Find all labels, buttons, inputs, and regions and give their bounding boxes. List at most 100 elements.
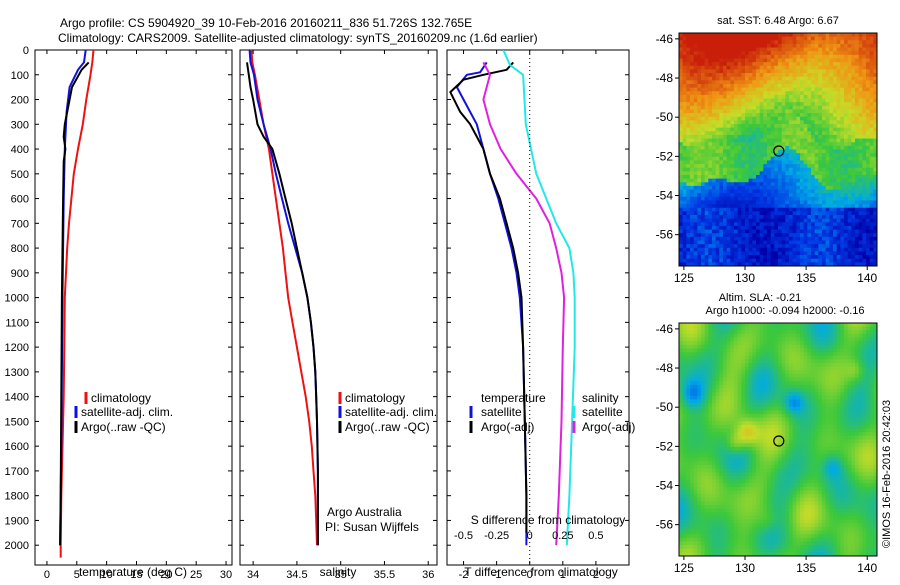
map-cell — [804, 139, 808, 143]
map-cell — [708, 389, 712, 393]
map-cell — [723, 381, 727, 385]
map-cell — [862, 37, 866, 41]
map-cell — [793, 244, 797, 248]
map-cell — [855, 106, 859, 110]
map-cell — [734, 381, 738, 385]
map-cell — [723, 58, 727, 62]
legend-label-climatology: climatology — [91, 391, 151, 405]
map-cell — [686, 367, 690, 371]
map-cell — [767, 186, 771, 190]
map-cell — [712, 211, 716, 215]
map-cell — [738, 215, 742, 219]
map-cell — [778, 385, 782, 389]
map-cell — [697, 363, 701, 367]
map-cell — [708, 109, 712, 113]
map-cell — [716, 175, 720, 179]
map-cell — [833, 251, 837, 255]
map-cell — [811, 345, 815, 349]
map-cell — [734, 128, 738, 132]
map-cell — [708, 66, 712, 70]
map-cell — [800, 146, 804, 150]
map-cell — [771, 88, 775, 92]
map-cell — [855, 345, 859, 349]
map-cell — [774, 226, 778, 230]
map-cell — [749, 179, 753, 183]
map-cell — [815, 109, 819, 113]
map-cell — [716, 80, 720, 84]
map-cell — [866, 117, 870, 121]
map-cell — [738, 230, 742, 234]
map-cell — [840, 367, 844, 371]
map-cell — [774, 208, 778, 212]
map-cell — [815, 341, 819, 345]
map-cell — [705, 164, 709, 168]
map-cell — [862, 66, 866, 70]
map-cell — [837, 363, 841, 367]
map-cell — [723, 200, 727, 204]
map-cell — [745, 66, 749, 70]
map-cell — [870, 222, 874, 226]
map-cell — [862, 91, 866, 95]
map-cell — [778, 120, 782, 124]
x-tick-label: 34.5 — [286, 569, 307, 580]
map-cell — [712, 131, 716, 135]
map-cell — [778, 341, 782, 345]
map-cell — [829, 153, 833, 157]
map-cell — [851, 219, 855, 223]
map-cell — [774, 150, 778, 154]
map-cell — [778, 374, 782, 378]
map-cell — [807, 226, 811, 230]
map-cell — [789, 95, 793, 99]
map-cell — [712, 219, 716, 223]
map-cell — [818, 241, 822, 245]
map-cell — [844, 91, 848, 95]
map-cell — [859, 359, 863, 363]
map-cell — [723, 259, 727, 263]
map-cell — [694, 113, 698, 117]
map-cell — [734, 66, 738, 70]
map-cell — [734, 124, 738, 128]
map-cell — [760, 378, 764, 382]
map-cell — [683, 120, 687, 124]
map-cell — [716, 348, 720, 352]
map-cell — [727, 55, 731, 59]
map-cell — [866, 95, 870, 99]
map-cell — [719, 215, 723, 219]
map-cell — [690, 179, 694, 183]
map-cell — [851, 378, 855, 382]
map-cell — [749, 160, 753, 164]
map-cell — [859, 399, 863, 403]
map-cell — [701, 248, 705, 252]
map-cell — [789, 131, 793, 135]
map-cell — [771, 197, 775, 201]
map-cell — [683, 186, 687, 190]
map-cell — [774, 95, 778, 99]
map-cell — [701, 135, 705, 139]
map-cell — [697, 219, 701, 223]
map-cell — [785, 84, 789, 88]
map-cell — [829, 403, 833, 407]
series-line-2 — [247, 62, 318, 545]
map-cell — [756, 197, 760, 201]
map-cell — [818, 259, 822, 263]
map-cell — [811, 399, 815, 403]
map-cell — [793, 40, 797, 44]
map-cell — [822, 222, 826, 226]
map-cell — [840, 374, 844, 378]
map-cell — [866, 51, 870, 55]
map-cell — [785, 367, 789, 371]
map-cell — [760, 233, 764, 237]
map-cell — [866, 389, 870, 393]
map-cell — [782, 48, 786, 52]
map-cell — [745, 124, 749, 128]
map-cell — [683, 244, 687, 248]
map-cell — [727, 396, 731, 400]
map-cell — [679, 66, 683, 70]
map-cell — [690, 230, 694, 234]
map-cell — [694, 40, 698, 44]
map-cell — [796, 106, 800, 110]
map-cell — [705, 131, 709, 135]
map-cell — [815, 48, 819, 52]
map-cell — [851, 44, 855, 48]
map-cell — [701, 356, 705, 360]
